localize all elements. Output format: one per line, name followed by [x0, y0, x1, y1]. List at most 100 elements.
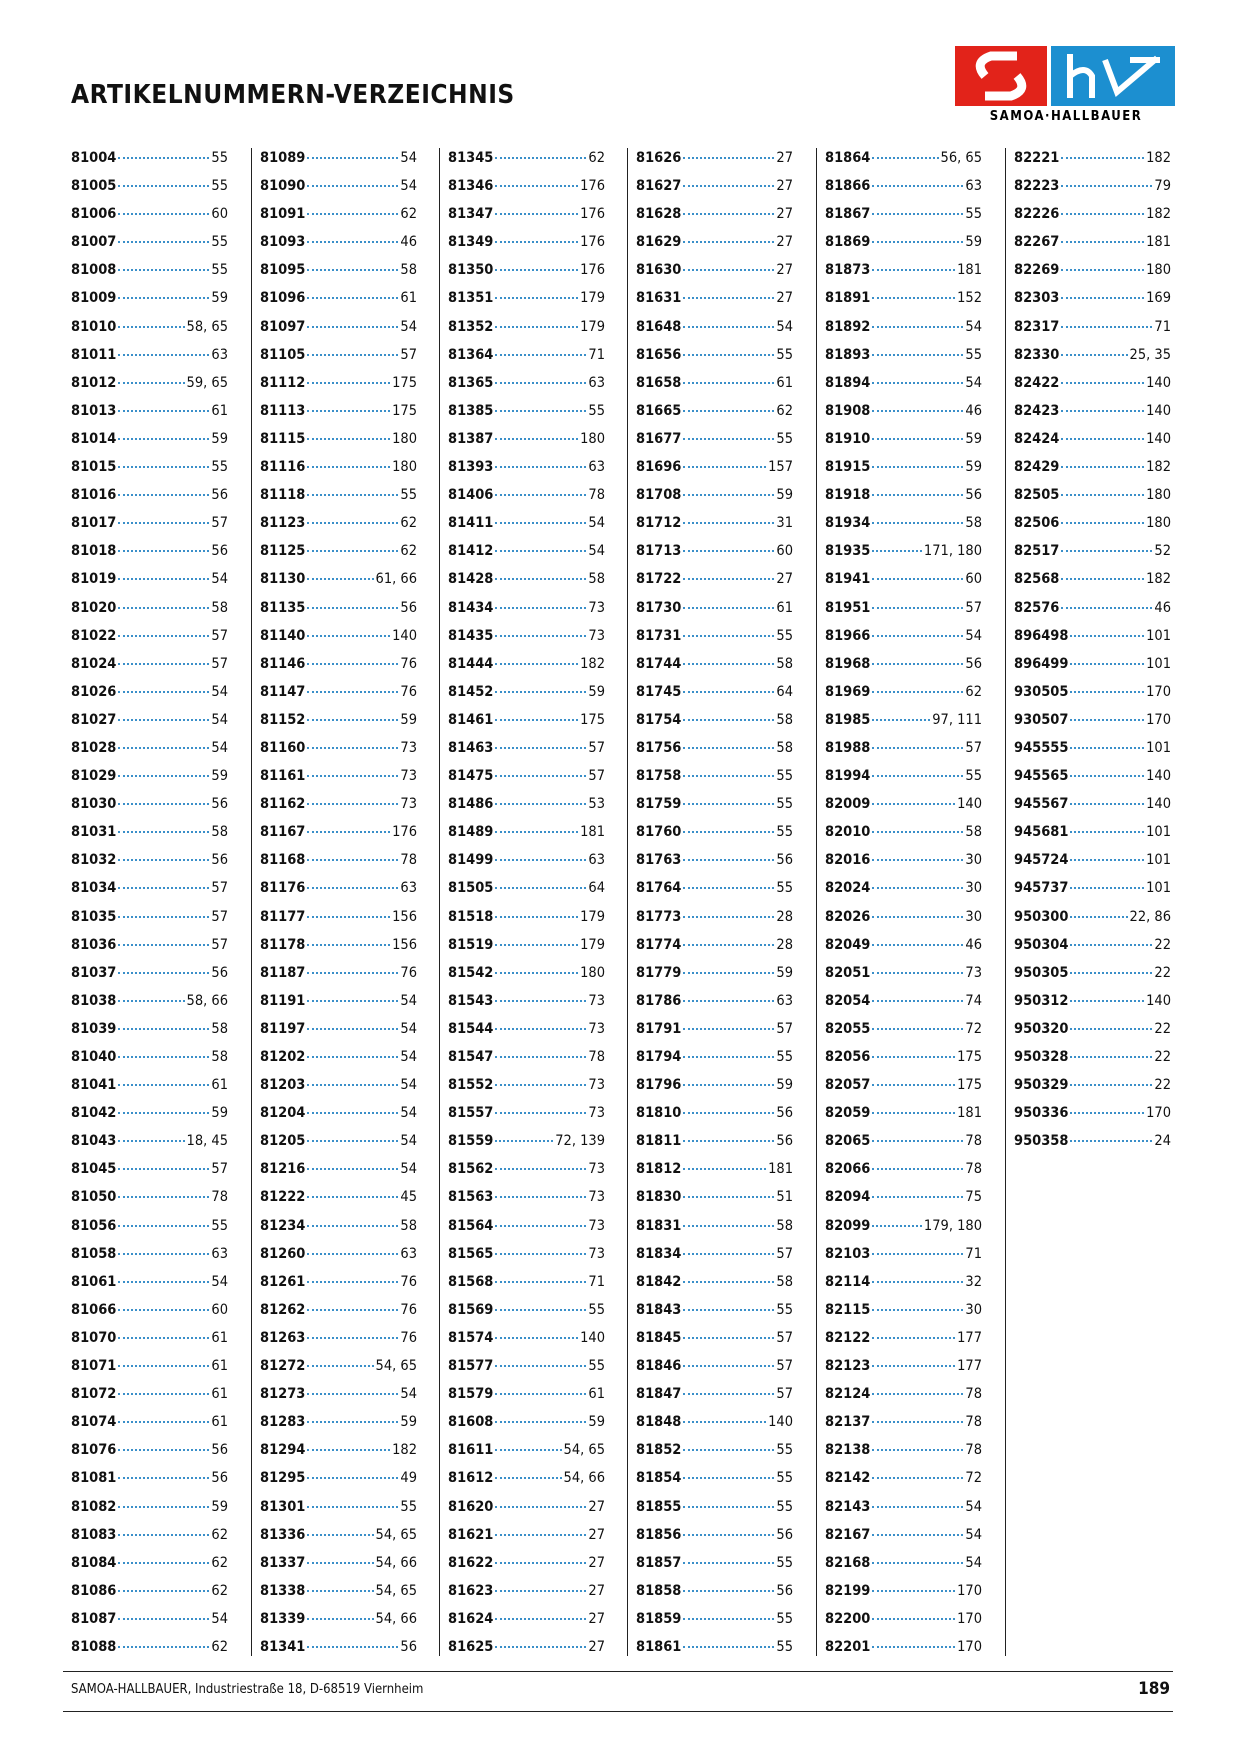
- leader: [118, 859, 210, 862]
- index-entry: 82094 75: [825, 1189, 982, 1217]
- index-entry: 81969 62: [825, 684, 982, 712]
- article-number: 81696: [636, 459, 682, 476]
- leader: [495, 157, 587, 159]
- article-number: 81081: [71, 1470, 117, 1487]
- leader: [118, 999, 185, 1002]
- article-number: 81796: [636, 1077, 682, 1094]
- page-reference: 182: [1146, 459, 1171, 476]
- article-number: 82065: [825, 1133, 871, 1150]
- article-number: 81612: [448, 1470, 494, 1487]
- article-number: 81544: [448, 1020, 494, 1037]
- leader: [1061, 213, 1145, 216]
- index-entry: 81745 64: [636, 684, 793, 712]
- page-reference: 60: [965, 571, 982, 588]
- index-entry: 81216 54: [260, 1161, 417, 1189]
- index-entry: 81994 55: [825, 768, 982, 796]
- leader: [683, 803, 775, 806]
- article-number: 81295: [260, 1470, 306, 1487]
- article-number: 82317: [1014, 318, 1060, 335]
- index-entry: 945724 101: [1014, 852, 1171, 880]
- page-number: 189: [1138, 1679, 1170, 1699]
- leader: [683, 746, 775, 749]
- page-reference: 59: [776, 487, 793, 504]
- index-entry: 82124 78: [825, 1386, 982, 1414]
- page-reference: 62: [400, 515, 417, 532]
- leader: [495, 1308, 587, 1311]
- leader: [1061, 241, 1145, 244]
- leader: [495, 241, 579, 244]
- article-number: 81084: [71, 1554, 117, 1571]
- article-number: 81083: [71, 1526, 117, 1543]
- article-number: 81994: [825, 768, 871, 785]
- page-reference: 181: [1146, 234, 1171, 251]
- page-reference: 57: [965, 599, 982, 616]
- index-entry: 81966 54: [825, 628, 982, 656]
- leader: [118, 1140, 185, 1143]
- article-number: 81234: [260, 1217, 306, 1234]
- page-reference: 27: [776, 178, 793, 195]
- index-entry: 81187 76: [260, 965, 417, 993]
- article-number: 81016: [71, 487, 117, 504]
- index-entry: 81611 54, 65: [448, 1442, 605, 1470]
- index-entry: 81444 182: [448, 656, 605, 684]
- index-entry: 81050 78: [71, 1189, 228, 1217]
- index-entry: 82267 181: [1014, 234, 1171, 262]
- leader: [683, 971, 775, 974]
- leader: [307, 157, 399, 159]
- page-reference: 55: [211, 1217, 228, 1234]
- page-reference: 57: [588, 739, 605, 756]
- page-reference: 31: [776, 515, 793, 532]
- index-entry: 81831 58: [636, 1218, 793, 1246]
- leader: [872, 775, 964, 778]
- leader: [495, 1645, 587, 1648]
- index-entry: 81760 55: [636, 824, 793, 852]
- leader: [1070, 915, 1128, 918]
- page-reference: 58: [776, 739, 793, 756]
- index-entry: 81773 28: [636, 909, 793, 937]
- index-entry: 81191 54: [260, 993, 417, 1021]
- page-reference: 27: [588, 1526, 605, 1543]
- leader: [683, 775, 775, 778]
- leader: [872, 325, 964, 328]
- leader: [495, 550, 587, 553]
- page-reference: 24: [1154, 1133, 1171, 1150]
- leader: [495, 381, 587, 384]
- page-reference: 78: [588, 1049, 605, 1065]
- article-number: 81012: [71, 374, 117, 391]
- page-reference: 73: [588, 1161, 605, 1178]
- article-number: 81463: [448, 739, 494, 756]
- index-entry: 81004 55: [71, 150, 228, 178]
- leader: [118, 1365, 210, 1368]
- article-number: 81263: [260, 1329, 306, 1346]
- article-number: 81087: [71, 1610, 117, 1627]
- article-number: 81568: [448, 1273, 494, 1290]
- page-reference: 55: [776, 346, 793, 363]
- article-number: 81020: [71, 599, 117, 616]
- index-entry: 81112 175: [260, 375, 417, 403]
- page-reference: 140: [1146, 992, 1171, 1009]
- page-reference: 179: [580, 290, 605, 307]
- article-number: 81187: [260, 964, 306, 981]
- leader: [683, 409, 775, 412]
- page-reference: 78: [400, 852, 417, 869]
- article-number: 81074: [71, 1414, 117, 1431]
- article-number: 81444: [448, 655, 494, 672]
- page-reference: 61: [211, 1414, 228, 1431]
- leader: [683, 1589, 775, 1592]
- index-entry: 81791 57: [636, 1021, 793, 1049]
- index-entry: 82517 52: [1014, 543, 1171, 571]
- index-entry: 81941 60: [825, 571, 982, 599]
- column-separator: [251, 148, 252, 1656]
- index-entry: 81754 58: [636, 712, 793, 740]
- index-entry: 81093 46: [260, 234, 417, 262]
- index-entry: 81031 58: [71, 824, 228, 852]
- leader: [495, 1168, 587, 1171]
- index-entry: 81489 181: [448, 824, 605, 852]
- leader: [683, 1280, 775, 1283]
- index-entry: 82201 170: [825, 1639, 982, 1667]
- article-number: 896498: [1014, 627, 1069, 644]
- article-number: 81794: [636, 1049, 682, 1065]
- index-entry: 82024 30: [825, 880, 982, 908]
- article-number: 81542: [448, 964, 494, 981]
- leader: [872, 887, 964, 890]
